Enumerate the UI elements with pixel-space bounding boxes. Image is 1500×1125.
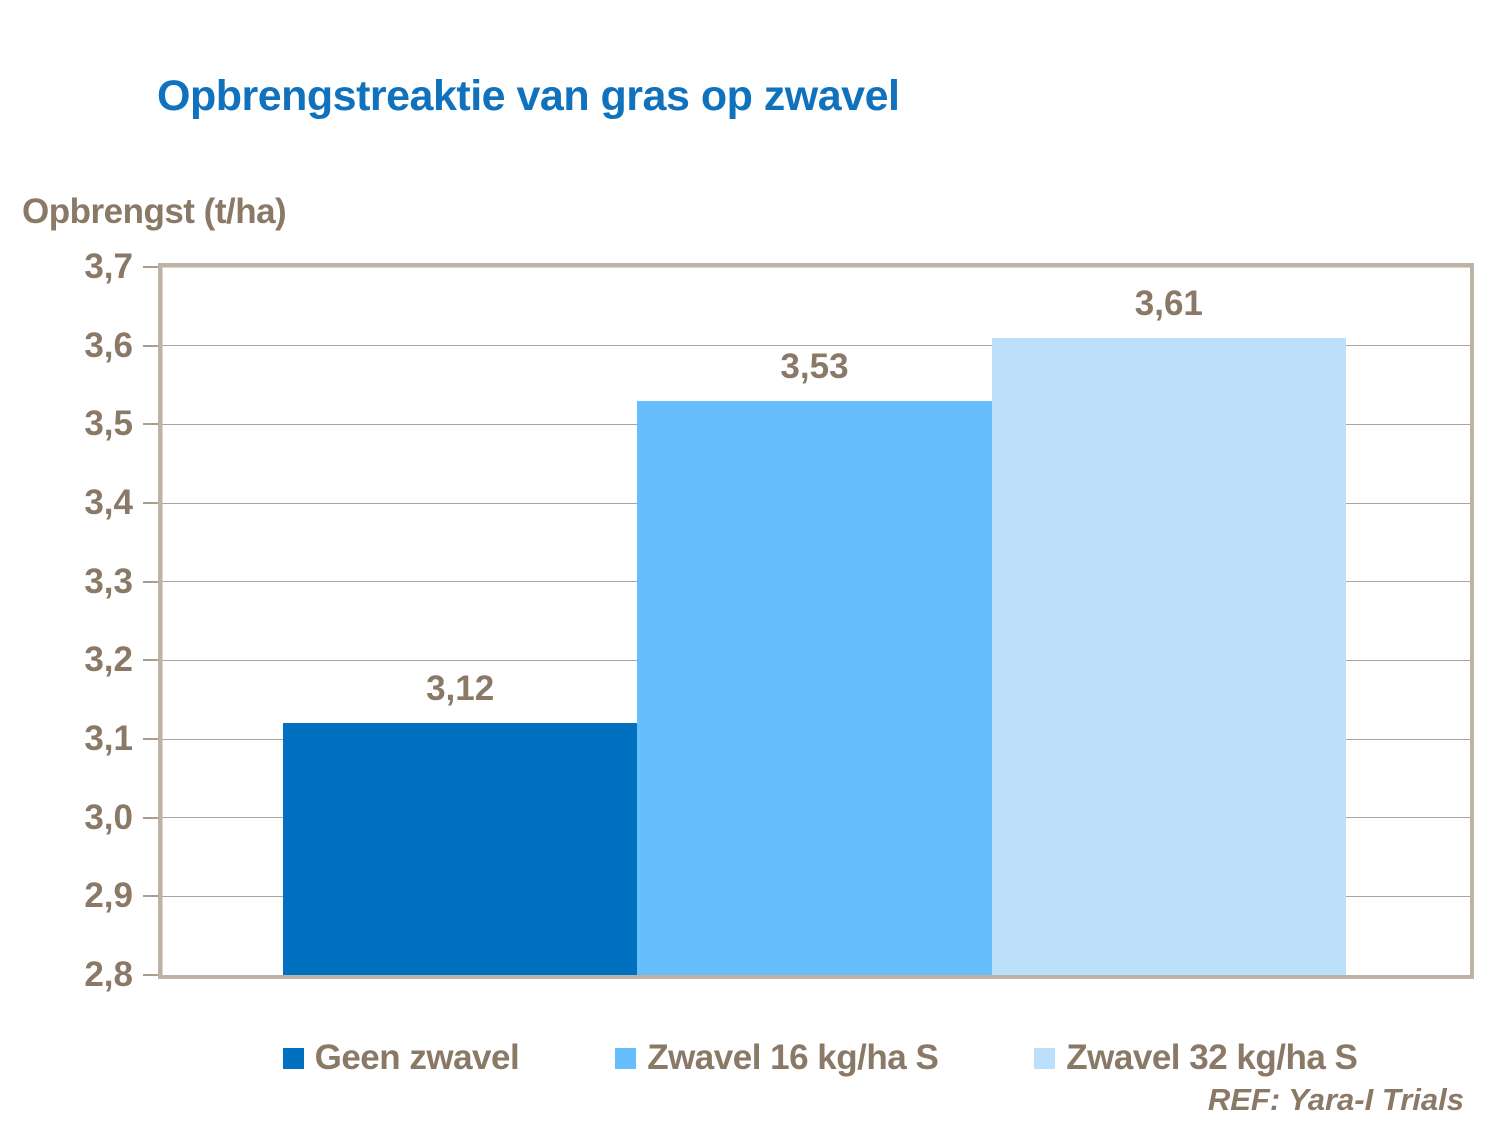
- legend: Geen zwavel Zwavel 16 kg/ha S Zwavel 32 kg…: [140, 1038, 1500, 1078]
- y-tick-label: 2,9: [84, 876, 133, 916]
- y-tick-mark: [143, 580, 158, 583]
- y-tick-label: 2,8: [84, 955, 133, 994]
- y-tick-mark: [143, 816, 158, 819]
- bar-value-label: 3,12: [426, 669, 495, 709]
- y-tick-mark: [143, 344, 158, 347]
- y-tick-mark: [143, 659, 158, 662]
- y-tick-label: 3,7: [84, 247, 133, 286]
- y-tick-mark: [143, 266, 158, 268]
- y-tick-mark: [143, 423, 158, 426]
- gridline: [162, 345, 1470, 347]
- y-axis-title: Opbrengst (t/ha): [22, 192, 287, 231]
- y-tick-mark: [143, 974, 158, 976]
- legend-swatch: [282, 1047, 304, 1069]
- y-tick-mark: [143, 895, 158, 898]
- bar-value-label: 3,53: [780, 346, 849, 386]
- plot-area: 3,12 3,53 3,61: [158, 263, 1474, 979]
- y-tick-label: 3,3: [84, 561, 133, 601]
- y-tick-label: 3,1: [84, 719, 133, 758]
- y-tick-label: 3,5: [84, 404, 133, 444]
- y-tick-label: 3,6: [84, 325, 133, 365]
- legend-label: Zwavel 16 kg/ha S: [647, 1038, 939, 1077]
- legend-swatch: [615, 1047, 637, 1069]
- bar-zwavel-32-kg-ha-s: [991, 337, 1346, 975]
- legend-item-zwavel-16-kg-ha-s: Zwavel 16 kg/ha S: [615, 1038, 939, 1078]
- bar-geen-zwavel: [283, 723, 638, 975]
- bar-zwavel-16-kg-ha-s: [637, 400, 992, 975]
- legend-item-zwavel-32-kg-ha-s: Zwavel 32 kg/ha S: [1034, 1038, 1358, 1078]
- y-tick-mark: [143, 738, 158, 740]
- legend-swatch: [1034, 1047, 1056, 1069]
- reference-note: REF: Yara-I Trials: [1207, 1082, 1464, 1117]
- y-tick-label: 3,4: [84, 483, 133, 522]
- bar-value-label: 3,61: [1134, 283, 1203, 323]
- legend-label: Zwavel 32 kg/ha S: [1066, 1038, 1358, 1077]
- y-tick-label: 3,0: [84, 797, 133, 837]
- y-tick-label: 3,2: [84, 640, 133, 680]
- chart-title: Opbrengstreaktie van gras op zwavel: [157, 72, 900, 120]
- legend-label: Geen zwavel: [314, 1038, 520, 1077]
- legend-item-geen-zwavel: Geen zwavel: [282, 1038, 520, 1078]
- y-tick-mark: [143, 502, 158, 504]
- y-axis: 3,7 3,6 3,5 3,4 3,3 3,2 3,1 3,0 2,9 2,8: [0, 0, 160, 1125]
